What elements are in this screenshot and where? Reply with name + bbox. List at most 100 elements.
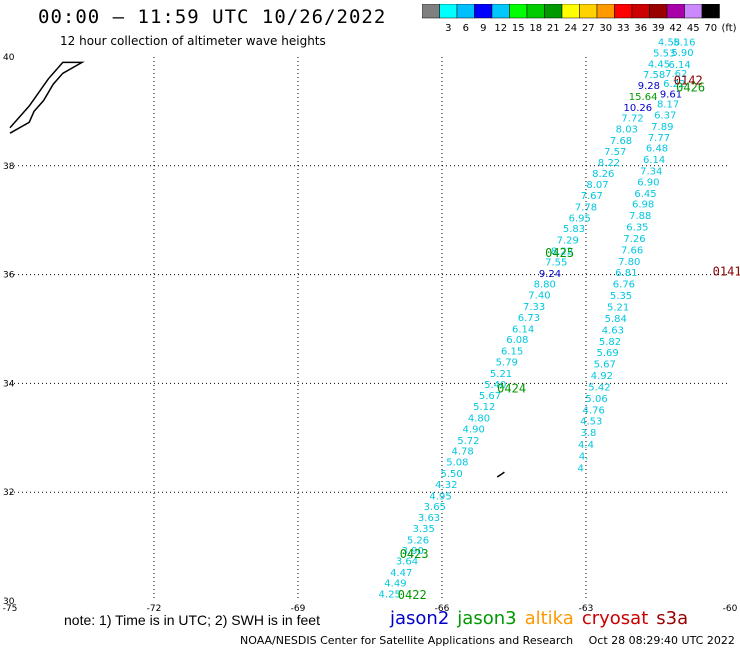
y-tick-label: 40 [3, 53, 15, 63]
swh-value: 4.32 [435, 480, 457, 491]
page-subtitle: 12 hour collection of altimeter wave hei… [60, 34, 326, 48]
swh-value: 4.63 [602, 325, 624, 336]
swh-value: 6.48 [646, 144, 668, 155]
pass-time-label: 0142 [674, 74, 703, 88]
scale-label: 15 [512, 23, 525, 34]
mission-jason3: jason3 [457, 608, 517, 629]
swh-value: 7.40 [528, 291, 550, 302]
land-bermuda [496, 471, 505, 478]
swh-value: 4.45 [648, 59, 670, 70]
y-tick-label: 30 [3, 597, 15, 607]
x-tick-label: -63 [579, 604, 594, 614]
swh-value: 6.95 [569, 213, 591, 224]
swh-value: 7.72 [621, 114, 643, 125]
pass-time-label: 0425 [545, 246, 574, 260]
pass-time-label: 0424 [497, 382, 526, 396]
swh-value: 3.8 [580, 428, 596, 439]
swh-value: 10.26 [624, 103, 653, 114]
pass-time-label: 0423 [400, 547, 429, 561]
swh-value: 6.98 [632, 200, 654, 211]
scale-label: 30 [599, 23, 612, 34]
swh-value: 5.90 [671, 48, 693, 59]
swh-value: 3.64 [396, 557, 418, 568]
mission-altika: altika [524, 608, 574, 629]
swh-value: 7.29 [557, 236, 579, 247]
generated-time: Oct 28 08:29:40 UTC 2022 [588, 634, 735, 647]
color-scale: 3 6 9 12 15 18 21 24 27 30 33 36 39 42 45 70 (ft) [422, 4, 737, 34]
swh-value: 9.28 [638, 81, 660, 92]
swh-value: 4. [579, 452, 589, 463]
swh-value: 5.21 [607, 303, 629, 314]
swh-value: 8.80 [534, 280, 556, 291]
swh-value: 4.78 [452, 447, 474, 458]
swh-value: 5.67 [479, 391, 501, 402]
swh-value: 5.67 [594, 360, 616, 371]
pass-time-label: 0141 [713, 265, 740, 279]
mission-cryosat: cryosat [581, 608, 649, 629]
swh-value: 7.80 [618, 257, 640, 268]
swh-value: 7.89 [651, 122, 673, 133]
x-tick-label: -72 [147, 604, 162, 614]
swh-value: 5.06 [585, 394, 607, 405]
swh-value: 5.21 [490, 369, 512, 380]
swh-value: 5.40 [484, 380, 506, 391]
swh-value: 5.12 [473, 402, 495, 413]
swh-value: 4.25 [379, 590, 401, 601]
scale-label: 45 [687, 23, 700, 34]
swh-value: 4.4 [578, 440, 594, 451]
mission-legend: jason2 jason3 altika cryosat s3a [390, 608, 696, 629]
swh-value: 8.26 [592, 169, 614, 180]
swh-value: 4.49 [384, 578, 406, 589]
swh-value: 7.57 [604, 147, 626, 158]
swh-value: 5.42 [588, 382, 610, 393]
swh-value: 5.16 [673, 38, 695, 49]
pass-time-label: 0426 [676, 80, 705, 94]
credit-line: NOAA/NESDIS Center for Satellite Applica… [240, 634, 740, 647]
swh-value: 4.95 [429, 491, 451, 502]
swh-value: 6.90 [637, 177, 659, 188]
swh-value: 3.65 [424, 502, 446, 513]
swh-value: 3.63 [418, 513, 440, 524]
page-title: 00:00 – 11:59 UTC 10/26/2022 [38, 6, 387, 28]
y-tick-label: 34 [3, 379, 15, 389]
swh-value: 8.07 [586, 180, 608, 191]
swh-value: 15.64 [629, 92, 658, 103]
swh-value: 5.26 [407, 535, 429, 546]
swh-value: 8.22 [598, 158, 620, 169]
swh-value: 5.84 [605, 314, 627, 325]
scale-label: 12 [494, 23, 507, 34]
swh-value: 6.81 [615, 268, 637, 279]
swh-value: 4.90 [463, 424, 485, 435]
swh-value: 7.55 [545, 257, 567, 268]
x-tick-label: -66 [435, 604, 450, 614]
x-tick-label: -75 [3, 604, 18, 614]
swh-value: 8.17 [657, 100, 679, 111]
swh-value: 7.77 [648, 133, 670, 144]
swh-value: 4.80 [468, 413, 490, 424]
scale-label: 39 [652, 23, 665, 34]
swh-value: 5.69 [596, 348, 618, 359]
swh-value: 5.53 [653, 48, 675, 59]
swh-value: 3.90 [402, 546, 424, 557]
swh-value: 4.47 [390, 568, 412, 579]
swh-value: 7.58 [643, 70, 665, 81]
swh-value: 9.24 [539, 269, 561, 280]
swh-value: 7.33 [523, 302, 545, 313]
swh-value: 5.83 [563, 224, 585, 235]
y-tick-label: 38 [3, 162, 15, 172]
swh-value: 6.14 [643, 155, 665, 166]
swh-value: 6.14 [512, 324, 534, 335]
scale-label: 42 [669, 23, 682, 34]
pass-time-label: 0422 [398, 588, 427, 602]
swh-value: 6.08 [506, 335, 528, 346]
swh-value: 5.72 [457, 436, 479, 447]
swh-value: 7.62 [665, 69, 687, 80]
swh-value: 6.45 [634, 189, 656, 200]
swh-value: 6.76 [613, 280, 635, 291]
swh-value: 7.88 [629, 211, 651, 222]
swh-value: 6.73 [518, 313, 540, 324]
x-tick-label: -69 [291, 604, 306, 614]
swh-value: 3.35 [413, 524, 435, 535]
swh-value: 5.82 [599, 337, 621, 348]
